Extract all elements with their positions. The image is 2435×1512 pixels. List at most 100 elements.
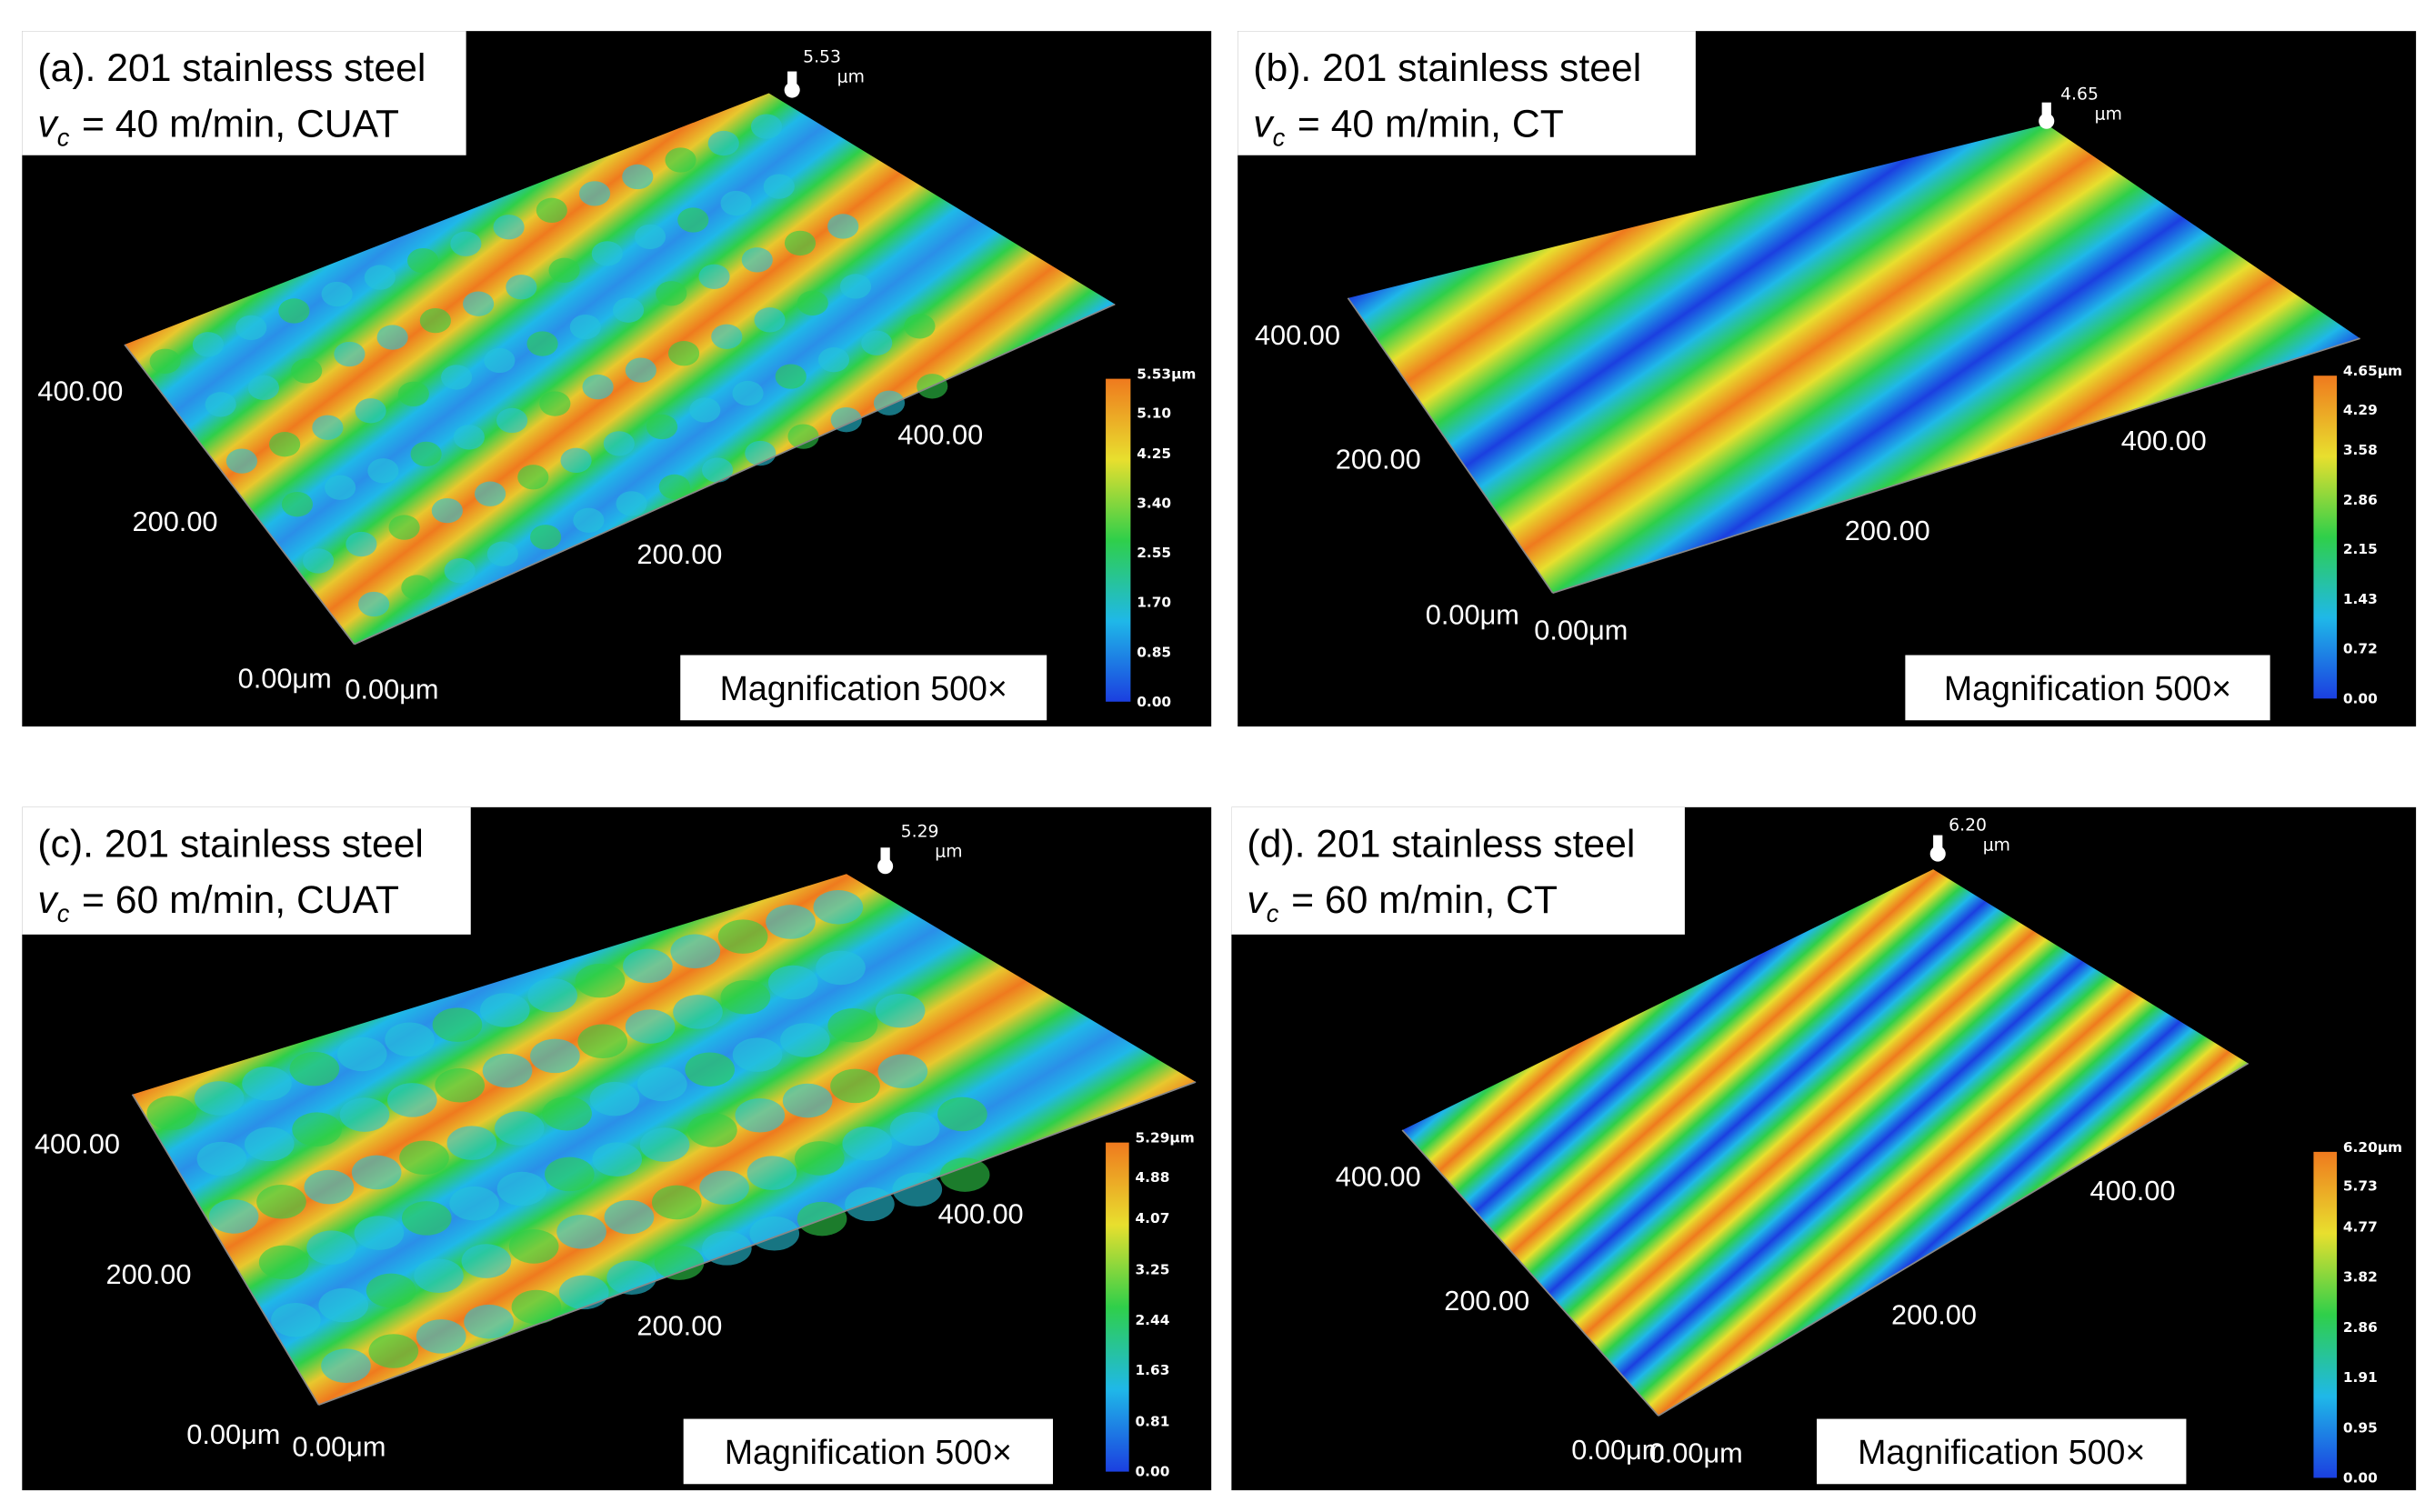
- surface-feature: [431, 497, 463, 524]
- surface-feature: [699, 1170, 749, 1206]
- colorbar-label: 5.10: [1137, 406, 1171, 422]
- surface-feature: [291, 358, 323, 384]
- surface-feature: [577, 1024, 628, 1059]
- surface-feature: [889, 1111, 940, 1147]
- surface-feature: [673, 995, 723, 1029]
- surface-feature: [797, 290, 828, 316]
- surface-feature: [689, 397, 721, 423]
- surface-feature: [511, 1289, 562, 1325]
- colorbar-label: 0.72: [2343, 640, 2378, 656]
- surface-feature: [453, 425, 485, 450]
- axis-label: 400.00: [2090, 1175, 2176, 1207]
- surface-feature: [766, 905, 816, 939]
- speed-symbol: v: [37, 878, 59, 922]
- axis-label: 400.00: [938, 1197, 1024, 1229]
- surface-feature: [827, 214, 859, 239]
- surface-feature: [711, 324, 743, 349]
- peak-value: 6.20: [1949, 816, 1987, 835]
- axis-label: 400.00: [37, 375, 123, 407]
- colorbar-label: 0.00: [1136, 1464, 1170, 1480]
- axis-label: 200.00: [106, 1258, 192, 1290]
- axis-line: [1552, 337, 2360, 595]
- surface-feature: [242, 1066, 292, 1101]
- surface-feature: [539, 391, 571, 416]
- colorbar-label: 0.00: [2343, 1470, 2378, 1487]
- surface-feature: [670, 934, 721, 969]
- peak-unit: μm: [1983, 836, 2010, 856]
- surface-feature: [484, 347, 516, 374]
- surface-feature: [278, 298, 310, 324]
- surface-feature: [750, 114, 783, 139]
- peak-marker: [877, 858, 894, 875]
- surface-feature: [269, 432, 301, 457]
- axis-label: 400.00: [2121, 425, 2207, 456]
- surface-feature: [364, 265, 396, 290]
- magnification-box: [1905, 655, 2270, 721]
- surface-feature: [732, 380, 764, 406]
- peak-unit: μm: [837, 67, 865, 86]
- surface-feature: [475, 481, 506, 506]
- peak-value: 5.29: [901, 822, 939, 841]
- surface-feature: [622, 164, 654, 190]
- speed-text: = 40 m/min, CT: [1298, 102, 1564, 145]
- surface-feature: [720, 979, 771, 1015]
- surface-feature: [747, 1156, 797, 1190]
- axis-label: 0.00μm: [1534, 614, 1628, 646]
- surface-feature: [496, 407, 528, 434]
- surface-feature: [616, 491, 647, 516]
- speed-subscript: c: [57, 123, 70, 151]
- surface-feature: [569, 314, 601, 340]
- magnification: Magnification 500×: [720, 669, 1007, 707]
- surface-feature: [334, 341, 366, 367]
- surface-feature: [780, 1023, 830, 1057]
- surface-feature: [446, 1126, 497, 1160]
- surface-feature: [827, 1008, 878, 1043]
- surface-feature: [732, 1037, 783, 1072]
- axis-label: 200.00: [1336, 444, 1421, 476]
- peak-marker: [2039, 113, 2055, 129]
- surface-feature: [741, 247, 773, 273]
- surface-feature: [225, 448, 257, 474]
- colorbar-label: 6.20μm: [2343, 1139, 2402, 1156]
- surface-feature: [146, 1096, 197, 1130]
- surface-feature: [304, 1169, 355, 1205]
- surface-feature: [603, 431, 635, 456]
- surface-feature: [651, 1185, 702, 1220]
- surface-feature: [634, 224, 666, 250]
- panel-title: (b). 201 stainless steel: [1253, 46, 1641, 90]
- colorbar-label: 5.73: [2343, 1177, 2378, 1194]
- surface-feature: [548, 257, 580, 283]
- surface-feature: [449, 1186, 499, 1221]
- title-box: [1231, 806, 1685, 935]
- title-box: [22, 806, 471, 935]
- surface-feature: [482, 1053, 533, 1088]
- colorbar-label: 2.15: [2343, 541, 2378, 557]
- surface-feature: [702, 1231, 752, 1266]
- colorbar-label: 0.85: [1137, 644, 1171, 660]
- panel: (b). 201 stainless steel vc = 40 m/min, CT…: [1238, 31, 2417, 727]
- surface-feature: [542, 1096, 592, 1131]
- panel: (a). 201 stainless steel vc = 40 m/min, CU…: [22, 31, 1212, 727]
- surface-feature: [656, 281, 687, 306]
- magnification-box: [680, 655, 1047, 721]
- surface-feature: [354, 1216, 405, 1250]
- surface-feature: [667, 341, 700, 366]
- axis-label: 400.00: [897, 418, 983, 450]
- colorbar-label: 0.81: [1136, 1413, 1170, 1429]
- surface-feature: [560, 447, 592, 473]
- axis-line: [318, 1081, 1197, 1406]
- surface-feature: [463, 291, 495, 316]
- surface-feature: [493, 215, 525, 240]
- surface-feature: [336, 1036, 387, 1072]
- colorbar-label: 4.88: [1136, 1169, 1170, 1186]
- surface-feature: [830, 1068, 880, 1104]
- colorbar-label: 1.43: [2343, 591, 2378, 607]
- colorbar-label: 3.58: [2343, 442, 2378, 458]
- peak-marker: [880, 847, 890, 862]
- colorbar-label: 4.29: [2343, 402, 2378, 418]
- surface-feature: [368, 1334, 419, 1368]
- surface: [124, 93, 1116, 645]
- surface-feature: [244, 1126, 295, 1162]
- axis-label: 200.00: [1845, 515, 1930, 546]
- peak-marker: [2041, 102, 2051, 117]
